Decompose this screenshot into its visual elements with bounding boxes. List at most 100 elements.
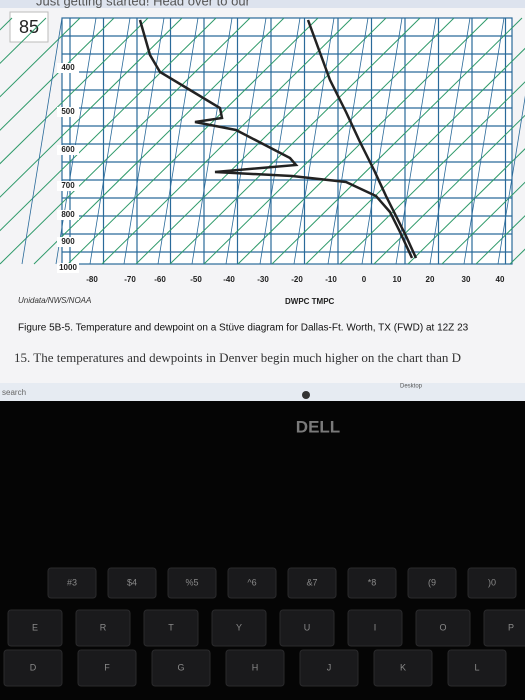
key-label: H bbox=[252, 662, 259, 672]
dry-adiabat bbox=[237, 17, 489, 265]
label-bg bbox=[57, 237, 79, 247]
x-label: 30 bbox=[462, 275, 471, 284]
taskbar-search[interactable]: search bbox=[2, 388, 26, 397]
label-bg bbox=[57, 263, 79, 273]
temperature-line bbox=[306, 19, 418, 259]
key-label: O bbox=[439, 622, 446, 632]
key bbox=[299, 649, 359, 687]
dry-adiabat bbox=[0, 17, 115, 131]
key bbox=[373, 649, 433, 687]
x-label: -30 bbox=[257, 275, 269, 284]
isotherm-skew bbox=[157, 17, 199, 265]
isotherm-skew bbox=[293, 17, 335, 265]
y-label: 900 bbox=[61, 237, 75, 246]
question: 15. The temperatures and dewpoints in De… bbox=[14, 350, 461, 365]
key bbox=[347, 567, 397, 599]
key bbox=[3, 649, 63, 687]
isotherm-skew bbox=[225, 17, 267, 265]
dry-adiabat bbox=[101, 17, 353, 265]
banner: Just getting started! Head over to our bbox=[36, 0, 251, 8]
x-label: -40 bbox=[223, 275, 235, 284]
key-label: )0 bbox=[488, 577, 496, 587]
dry-adiabat bbox=[0, 17, 47, 64]
taskbar bbox=[0, 383, 525, 401]
key bbox=[7, 609, 63, 647]
key-label: D bbox=[30, 662, 37, 672]
dry-adiabat bbox=[135, 17, 387, 265]
key bbox=[47, 567, 97, 599]
dry-adiabat bbox=[0, 17, 217, 232]
y-label: 600 bbox=[61, 145, 75, 154]
key-label: R bbox=[100, 622, 107, 632]
key-label: F bbox=[104, 662, 110, 672]
page-number: 85 bbox=[19, 17, 39, 37]
isotherm-skew bbox=[429, 17, 471, 265]
isotherm-skew bbox=[55, 17, 97, 265]
key bbox=[75, 609, 131, 647]
key-label: J bbox=[327, 662, 332, 672]
banner-bar bbox=[0, 0, 525, 8]
x-label: -60 bbox=[154, 275, 166, 284]
key bbox=[143, 609, 199, 647]
key-label: &7 bbox=[306, 577, 317, 587]
isotherm-skew bbox=[191, 17, 233, 265]
isotherm-skew bbox=[327, 17, 369, 265]
isotherm-skew bbox=[361, 17, 403, 265]
isotherm-skew bbox=[463, 17, 505, 265]
caption: Figure 5B-5. Temperature and dewpoint on… bbox=[18, 323, 469, 334]
legend: DWPC TMPC bbox=[285, 297, 335, 306]
label-bg bbox=[57, 145, 79, 155]
dry-adiabat bbox=[305, 47, 525, 265]
x-label: 0 bbox=[362, 275, 367, 284]
dry-adiabat bbox=[271, 17, 523, 265]
taskbar-icon[interactable] bbox=[302, 391, 310, 399]
key bbox=[77, 649, 137, 687]
brand: DELL bbox=[296, 417, 340, 436]
isotherm-skew bbox=[497, 95, 525, 265]
key-label: (9 bbox=[428, 577, 436, 587]
isotherm-skew bbox=[123, 17, 165, 265]
dry-adiabat bbox=[475, 215, 525, 265]
key bbox=[287, 567, 337, 599]
keyboard: #3 $4 %5 ^6 &7 *8 (9)0 E R T Y U I O P D F G H J K L bbox=[3, 567, 525, 687]
key bbox=[167, 567, 217, 599]
key bbox=[227, 567, 277, 599]
taskbar-desktop[interactable]: Desktop bbox=[400, 384, 423, 390]
key-label: *8 bbox=[368, 577, 377, 587]
isotherm-skew bbox=[89, 17, 131, 265]
key bbox=[483, 609, 525, 647]
y-label: 400 bbox=[61, 63, 75, 72]
x-label: -50 bbox=[190, 275, 202, 284]
label-bg bbox=[57, 210, 79, 220]
dry-adiabat bbox=[407, 148, 525, 265]
key-label: $4 bbox=[127, 577, 137, 587]
key-label: U bbox=[304, 622, 311, 632]
key bbox=[467, 567, 517, 599]
isotherm-skew bbox=[21, 17, 63, 265]
dry-adiabat bbox=[33, 17, 285, 265]
key-label: %5 bbox=[185, 577, 198, 587]
isotherm-skew bbox=[259, 17, 301, 265]
x-label: 20 bbox=[426, 275, 435, 284]
page-badge bbox=[9, 11, 49, 43]
source: Unidata/NWS/NOAA bbox=[18, 296, 91, 305]
key bbox=[347, 609, 403, 647]
dry-adiabat bbox=[67, 17, 319, 265]
dry-adiabat bbox=[373, 114, 525, 265]
key-label: G bbox=[177, 662, 184, 672]
label-bg bbox=[57, 107, 79, 117]
key-label: ^6 bbox=[247, 577, 256, 587]
dry-adiabat bbox=[339, 81, 525, 265]
dry-adiabat bbox=[0, 17, 251, 265]
x-label: -80 bbox=[86, 275, 98, 284]
key bbox=[107, 567, 157, 599]
x-label: -20 bbox=[291, 275, 303, 284]
label-bg bbox=[57, 181, 79, 191]
key bbox=[211, 609, 267, 647]
key bbox=[279, 609, 335, 647]
key bbox=[407, 567, 457, 599]
key bbox=[447, 649, 507, 687]
